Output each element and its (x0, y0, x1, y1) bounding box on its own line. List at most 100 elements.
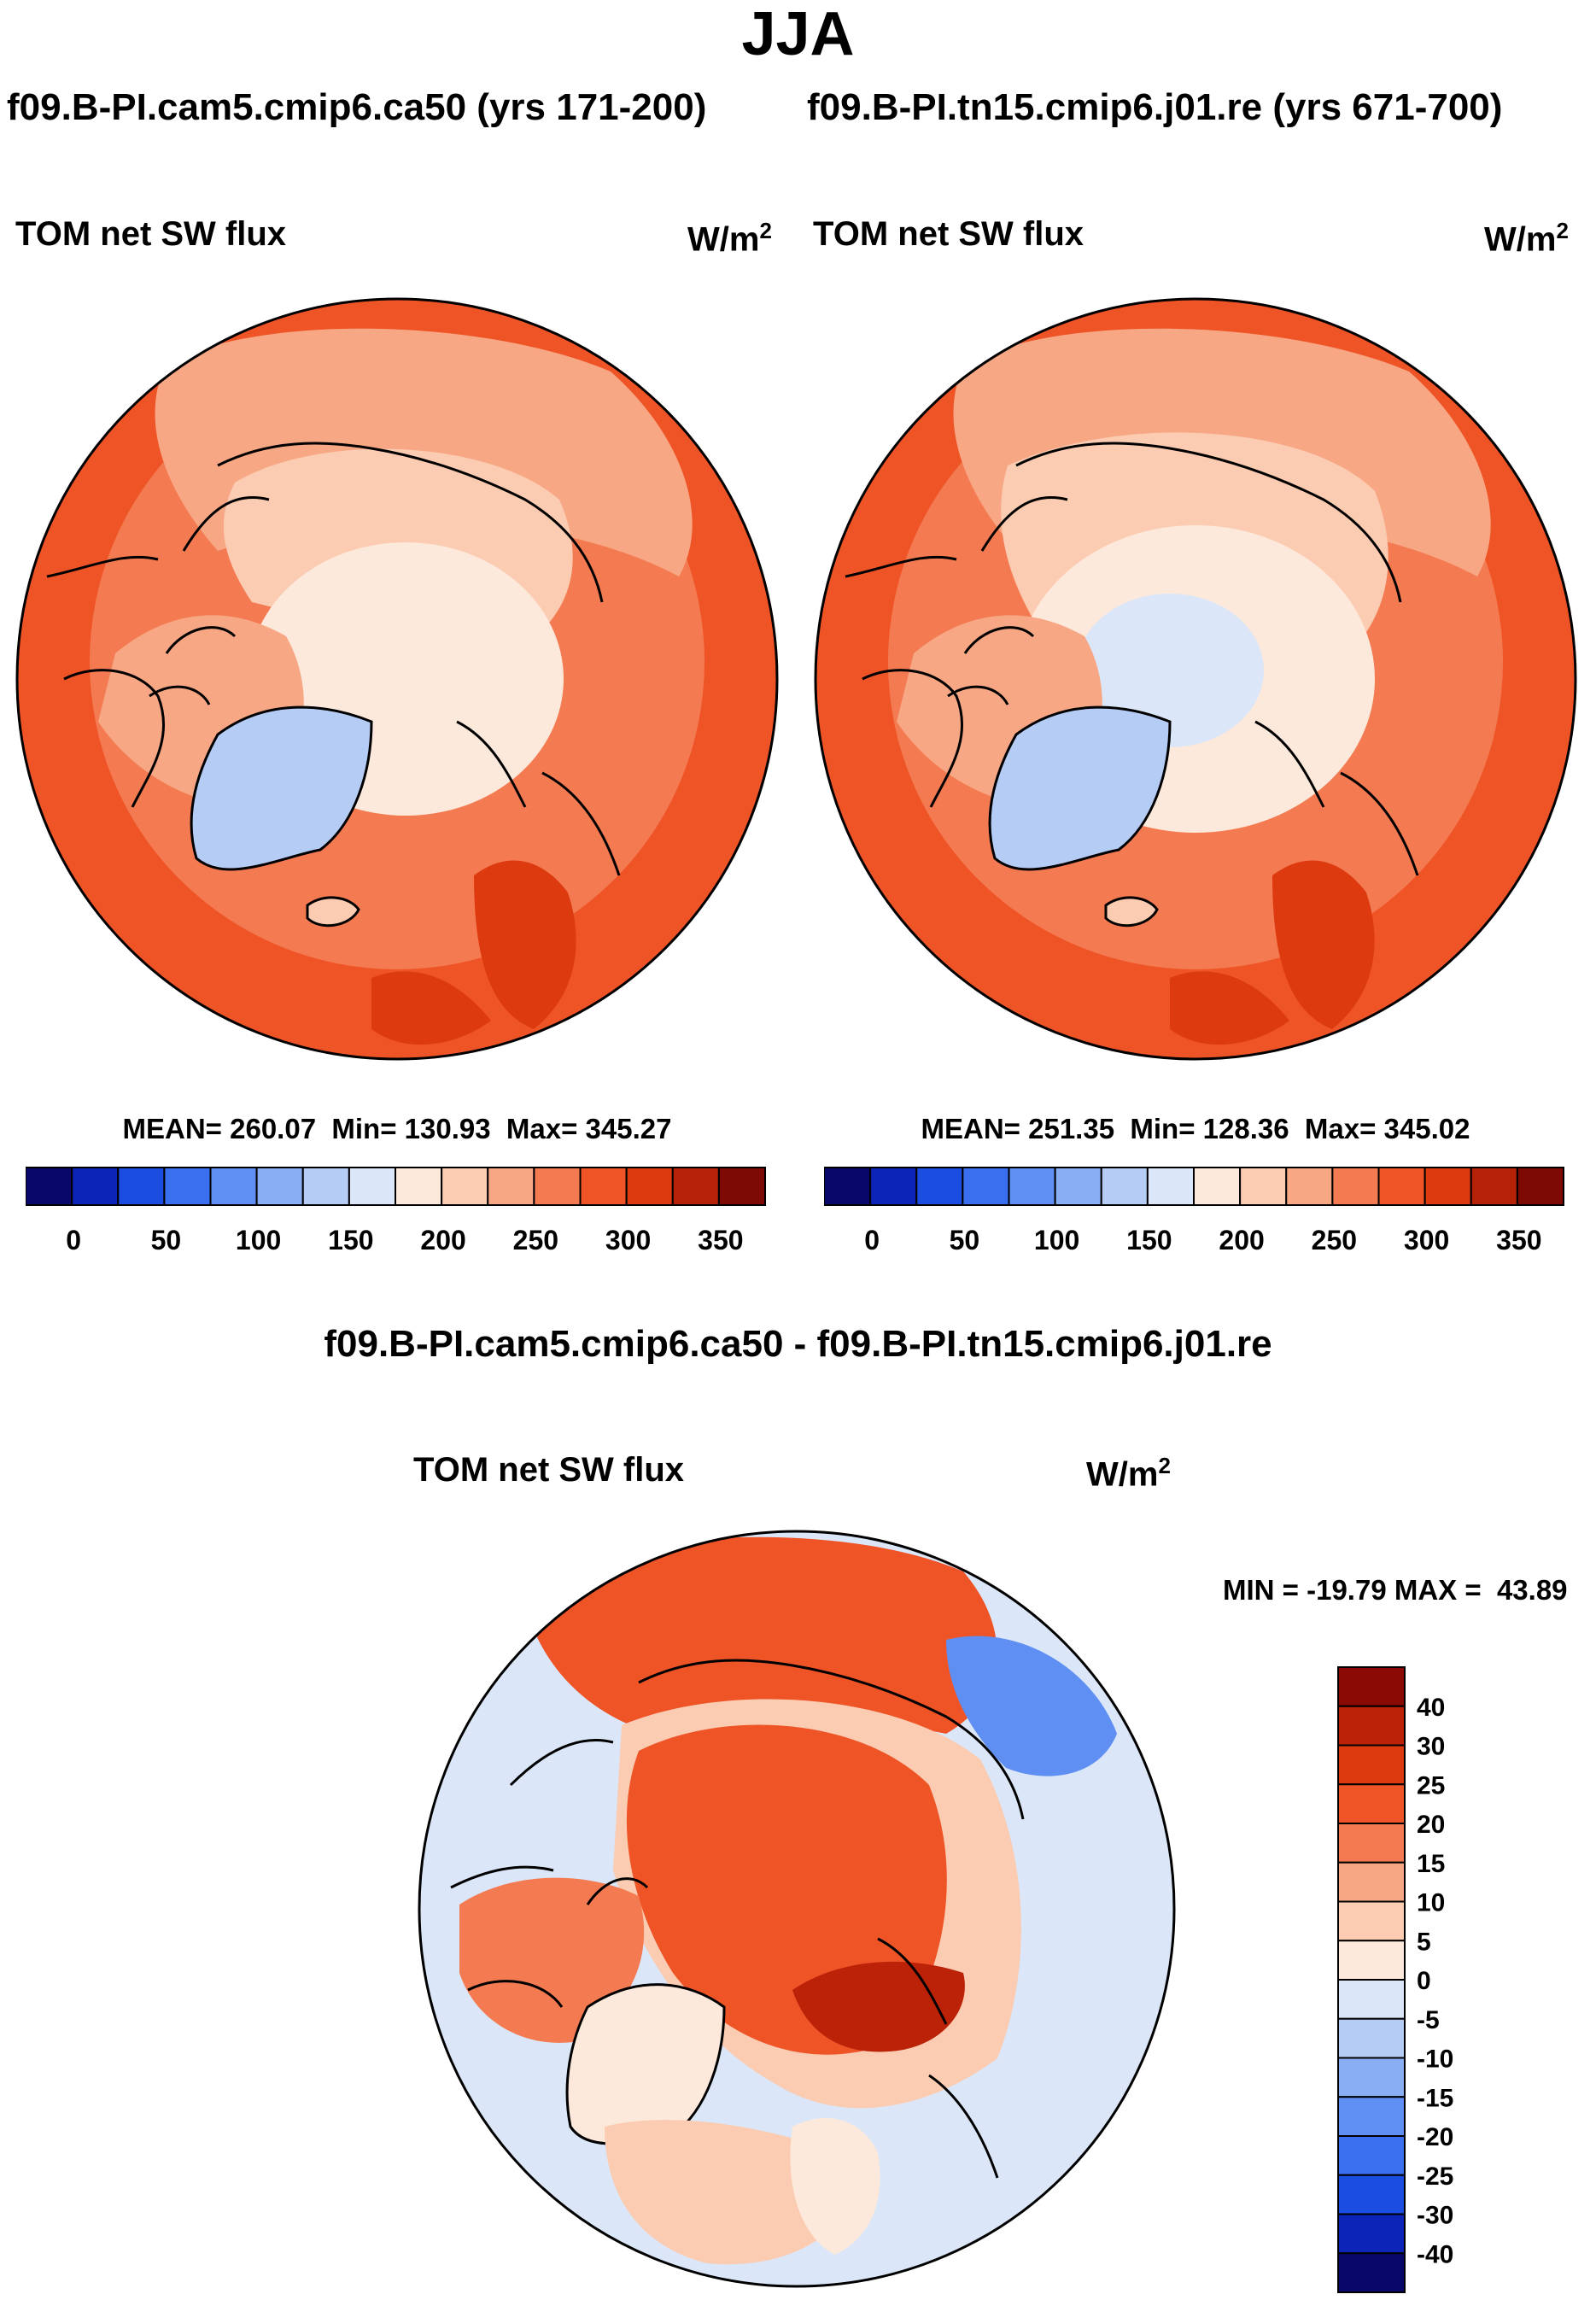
right-polar-map (814, 297, 1577, 1061)
left-colorbar-box (255, 1167, 304, 1206)
left-colorbar-box (71, 1167, 120, 1206)
right-colorbar-label: 100 (1034, 1225, 1079, 1255)
right-colorbar-box (1424, 1167, 1472, 1206)
left-colorbar-label: 350 (698, 1225, 743, 1255)
diff-colorbar-box (1337, 1900, 1406, 1942)
right-europe-coast (1170, 971, 1289, 1045)
diff-north-pacific-positive (519, 1536, 997, 1742)
left-colorbar-box (625, 1167, 674, 1206)
left-colorbar-box (579, 1167, 628, 1206)
diff-polar-map (418, 1530, 1176, 2288)
right-panel-title: f09.B-PI.tn15.cmip6.j01.re (yrs 671-700) (807, 86, 1503, 128)
diff-colorbar-label: 20 (1417, 1811, 1445, 1839)
right-iceland (1104, 896, 1159, 928)
diff-colorbar-box (1337, 1940, 1406, 1981)
diff-colorbar-label: -25 (1417, 2162, 1453, 2191)
diff-colorbar-box (1337, 1823, 1406, 1864)
right-coastline-siberia (1015, 442, 1419, 876)
diff-stats: MIN = -19.79 MAX = 43.89 (1223, 1574, 1568, 1606)
diff-colorbar-label: 15 (1417, 1850, 1445, 1878)
diff-colorbar: 40 30 25 20 15 10 5 0 -5 -10 -15 -20 -25 -30 -40 (1337, 1666, 1453, 2293)
left-scandinavia (474, 860, 576, 1029)
left-colorbar-box (348, 1167, 396, 1206)
right-colorbar-box (915, 1167, 964, 1206)
left-colorbar-box (717, 1167, 766, 1206)
left-colorbar-box (26, 1167, 73, 1206)
diff-colorbar-label: 40 (1417, 1694, 1445, 1722)
diff-colorbar-box (1337, 1705, 1406, 1747)
left-coastline-siberia (217, 442, 621, 876)
left-map-border (15, 297, 779, 1061)
left-colorbar: 0 50 100 150 200 250 300 350 (26, 1167, 766, 1255)
diff-map-border (418, 1530, 1176, 2288)
diff-colorbar-label: -5 (1417, 2006, 1440, 2034)
right-colorbar-label: 350 (1496, 1225, 1541, 1255)
diff-colorbar-label: 5 (1417, 1928, 1431, 1956)
right-colorbar-label: 150 (1126, 1225, 1172, 1255)
left-coastline-canada (46, 496, 270, 808)
left-colorbar-box (301, 1167, 350, 1206)
diff-colorbar-label: -20 (1417, 2123, 1453, 2151)
left-colorbar-box (441, 1167, 489, 1206)
diff-colorbar-box (1337, 2252, 1406, 2293)
diff-colorbar-label: -40 (1417, 2240, 1453, 2268)
left-iceland (306, 896, 360, 928)
right-colorbar-box (1377, 1167, 1426, 1206)
diff-coastline-siberia (638, 1659, 1025, 2179)
left-colorbar-label: 100 (236, 1225, 281, 1255)
right-colorbar-box (1285, 1167, 1334, 1206)
diff-colorbar-box (1337, 1861, 1406, 1903)
left-colorbar-label: 250 (513, 1225, 558, 1255)
diff-colorbar-label: -10 (1417, 2045, 1453, 2074)
right-colorbar-box (1146, 1167, 1195, 1206)
diff-colorbar-box (1337, 2174, 1406, 2215)
right-colorbar-box (1100, 1167, 1149, 1206)
right-colorbar-box (1239, 1167, 1288, 1206)
left-units-label: W/m2 (687, 210, 772, 260)
left-colorbar-box (163, 1167, 212, 1206)
left-colorbar-box (671, 1167, 720, 1206)
diff-colorbar-label: 30 (1417, 1733, 1445, 1761)
right-scandinavia (1272, 860, 1375, 1029)
left-greenland (190, 705, 373, 871)
diff-units-exp: 2 (1158, 1453, 1171, 1478)
difference-title: f09.B-PI.cam5.cmip6.ca50 - f09.B-PI.tn15… (324, 1323, 1272, 1365)
right-colorbar-box (1470, 1167, 1518, 1206)
right-colorbar-box (962, 1167, 1010, 1206)
diff-variable-label: TOM net SW flux (413, 1451, 685, 1489)
right-units-exp: 2 (1556, 218, 1569, 243)
left-colorbar-label: 150 (328, 1225, 373, 1255)
left-variable-label: TOM net SW flux (15, 215, 287, 253)
right-variable-label: TOM net SW flux (813, 215, 1084, 253)
right-colorbar-box (824, 1167, 872, 1206)
left-colorbar-box (395, 1167, 443, 1206)
right-colorbar-box (1193, 1167, 1242, 1206)
diff-colorbar-box (1337, 1666, 1406, 1707)
diff-colorbar-box (1337, 1783, 1406, 1824)
diff-coastline-canada (450, 1738, 649, 2008)
right-coastline-canada (845, 496, 1068, 808)
right-colorbar-label: 200 (1219, 1225, 1264, 1255)
left-colorbar-box (487, 1167, 535, 1206)
diff-colorbar-box (1337, 1744, 1406, 1786)
left-polar-map (15, 297, 779, 1061)
right-colorbar-box (869, 1167, 918, 1206)
right-colorbar-box (1054, 1167, 1102, 1206)
right-colorbar-box (1516, 1167, 1564, 1206)
right-colorbar-label: 300 (1404, 1225, 1449, 1255)
left-europe-coast (371, 971, 491, 1045)
left-colorbar-box (117, 1167, 166, 1206)
left-colorbar-label: 0 (66, 1225, 81, 1255)
diff-colorbar-box (1337, 2057, 1406, 2098)
diff-colorbar-label: 0 (1417, 1967, 1431, 1995)
right-greenland (988, 705, 1172, 871)
diff-colorbar-label: 25 (1417, 1771, 1445, 1800)
right-colorbar-label: 0 (864, 1225, 880, 1255)
diff-colorbar-box (1337, 2213, 1406, 2255)
left-colorbar-box (533, 1167, 582, 1206)
left-colorbar-label: 200 (420, 1225, 465, 1255)
left-units-text: W/m (687, 220, 760, 259)
diff-colorbar-box (1337, 1979, 1406, 2020)
left-panel-title: f09.B-PI.cam5.cmip6.ca50 (yrs 171-200) (7, 86, 707, 128)
diff-colorbar-box (1337, 2017, 1406, 2059)
